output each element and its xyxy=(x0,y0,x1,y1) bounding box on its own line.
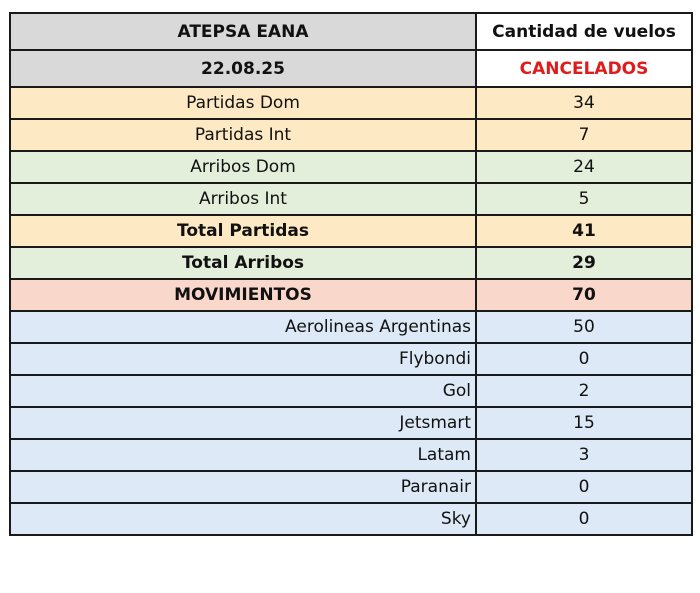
airline-label: Latam xyxy=(9,438,477,472)
table-container: ATEPSA EANA Cantidad de vuelos 22.08.25 … xyxy=(9,12,693,536)
airline-row: Sky 0 xyxy=(9,502,693,536)
airline-value: 0 xyxy=(475,470,693,504)
airline-label: Paranair xyxy=(9,470,477,504)
airline-row: Jetsmart 15 xyxy=(9,406,693,440)
airline-label: Gol xyxy=(9,374,477,408)
table-row-total: Total Partidas 41 xyxy=(9,214,693,248)
table-row: Partidas Int 7 xyxy=(9,118,693,152)
airline-row: Latam 3 xyxy=(9,438,693,472)
airline-label: Sky xyxy=(9,502,477,536)
row-label: Total Arribos xyxy=(9,246,477,280)
row-value: 7 xyxy=(475,118,693,152)
table-row: Arribos Dom 24 xyxy=(9,150,693,184)
column-subtitle: CANCELADOS xyxy=(475,49,693,88)
airline-label: Flybondi xyxy=(9,342,477,376)
row-value: 70 xyxy=(475,278,693,312)
airline-value: 50 xyxy=(475,310,693,344)
row-label: Total Partidas xyxy=(9,214,477,248)
row-label: MOVIMIENTOS xyxy=(9,278,477,312)
row-value: 29 xyxy=(475,246,693,280)
row-label: Arribos Int xyxy=(9,182,477,216)
airline-row: Paranair 0 xyxy=(9,470,693,504)
row-value: 34 xyxy=(475,86,693,120)
table-row-movimientos: MOVIMIENTOS 70 xyxy=(9,278,693,312)
table-row: Partidas Dom 34 xyxy=(9,86,693,120)
header-row-2: 22.08.25 CANCELADOS xyxy=(9,49,693,88)
airline-value: 0 xyxy=(475,342,693,376)
table-row-total: Total Arribos 29 xyxy=(9,246,693,280)
column-title: Cantidad de vuelos xyxy=(475,12,693,51)
row-value: 24 xyxy=(475,150,693,184)
row-value: 41 xyxy=(475,214,693,248)
row-label: Partidas Int xyxy=(9,118,477,152)
row-label: Arribos Dom xyxy=(9,150,477,184)
airline-label: Jetsmart xyxy=(9,406,477,440)
row-label: Partidas Dom xyxy=(9,86,477,120)
table-row: Arribos Int 5 xyxy=(9,182,693,216)
airline-value: 0 xyxy=(475,502,693,536)
airline-label: Aerolineas Argentinas xyxy=(9,310,477,344)
org-title: ATEPSA EANA xyxy=(9,12,477,51)
airline-value: 2 xyxy=(475,374,693,408)
cancelled-flights-table: ATEPSA EANA Cantidad de vuelos 22.08.25 … xyxy=(9,12,693,536)
date-label: 22.08.25 xyxy=(9,49,477,88)
airline-value: 15 xyxy=(475,406,693,440)
airline-row: Flybondi 0 xyxy=(9,342,693,376)
airline-row: Aerolineas Argentinas 50 xyxy=(9,310,693,344)
header-row-1: ATEPSA EANA Cantidad de vuelos xyxy=(9,12,693,51)
airline-row: Gol 2 xyxy=(9,374,693,408)
airline-value: 3 xyxy=(475,438,693,472)
row-value: 5 xyxy=(475,182,693,216)
